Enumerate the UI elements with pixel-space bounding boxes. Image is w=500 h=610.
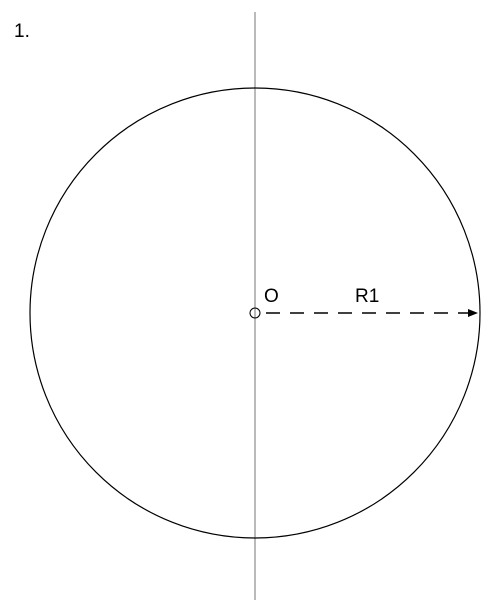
diagram-container: 1. O R1 [0, 0, 500, 610]
circle-diagram: O R1 [0, 0, 500, 610]
radius-arrowhead-icon [468, 309, 478, 317]
center-label: O [264, 286, 279, 307]
radius-label: R1 [355, 286, 379, 307]
step-number-label: 1. [14, 21, 30, 43]
